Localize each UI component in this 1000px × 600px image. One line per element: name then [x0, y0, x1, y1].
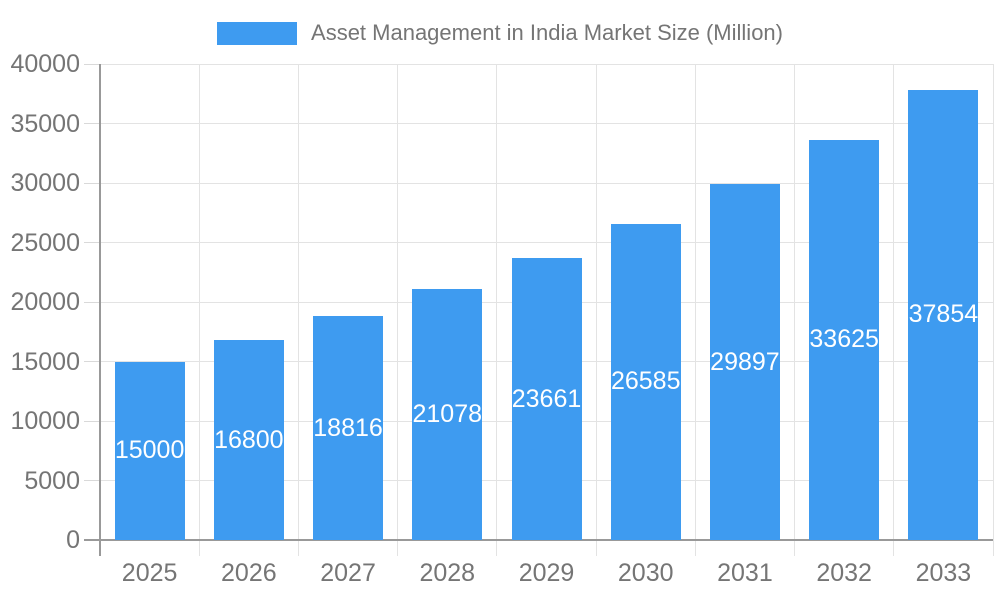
bar-value-label-2032: 33625 — [809, 325, 879, 354]
bar-value-label-2026: 16800 — [214, 425, 284, 454]
legend[interactable]: Asset Management in India Market Size (M… — [0, 20, 1000, 46]
y-axis-label-30000: 30000 — [10, 169, 80, 197]
y-tick-40000 — [84, 63, 100, 65]
bar-2033[interactable]: 37854 — [908, 89, 979, 540]
bar-value-label-2033: 37854 — [908, 300, 979, 329]
y-tick-30000 — [84, 182, 100, 184]
gridline-y-30000 — [100, 182, 993, 184]
x-axis-label-2030: 2030 — [617, 559, 674, 587]
bar-value-label-2025: 15000 — [114, 436, 185, 465]
bar-value-label-2031: 29897 — [710, 347, 780, 376]
gridline-y-25000 — [100, 242, 993, 243]
x-axis-label-2026: 2026 — [221, 559, 277, 587]
gridline-x-7 — [794, 64, 796, 556]
y-axis-label-20000: 20000 — [10, 288, 80, 316]
x-axis-label-2028: 2028 — [419, 559, 476, 587]
legend-swatch — [217, 21, 298, 45]
gridline-y-35000 — [100, 123, 993, 124]
y-axis-label-0: 0 — [66, 526, 80, 554]
gridline-x-9 — [992, 64, 994, 556]
bar-2026[interactable]: 16800 — [213, 340, 284, 540]
y-axis-line — [99, 64, 101, 556]
gridline-x-1 — [198, 64, 200, 556]
y-axis-label-40000: 40000 — [10, 50, 80, 78]
y-axis-label-15000: 15000 — [10, 347, 80, 376]
bar-value-label-2028: 21078 — [412, 400, 483, 429]
bar-2030[interactable]: 26585 — [610, 223, 681, 540]
legend-label: Asset Management in India Market Size (M… — [311, 20, 783, 45]
gridline-x-5 — [595, 64, 597, 556]
gridline-x-3 — [397, 64, 399, 556]
x-axis-label-2031: 2031 — [717, 559, 773, 587]
bar-2025[interactable]: 15000 — [114, 361, 185, 540]
gridline-x-8 — [893, 64, 895, 556]
bar-2032[interactable]: 33625 — [809, 139, 880, 540]
y-tick-20000 — [84, 301, 100, 303]
bar-2029[interactable]: 23661 — [511, 258, 582, 540]
bar-2027[interactable]: 18816 — [313, 316, 384, 540]
y-tick-15000 — [84, 361, 100, 362]
y-axis-label-25000: 25000 — [10, 228, 80, 257]
gridline-x-6 — [694, 64, 696, 556]
x-axis-label-2032: 2032 — [816, 559, 872, 587]
bar-value-label-2030: 26585 — [610, 367, 681, 396]
gridline-x-4 — [496, 64, 498, 556]
x-axis-label-2033: 2033 — [915, 559, 972, 587]
x-axis-label-2027: 2027 — [320, 559, 376, 587]
x-axis-label-2029: 2029 — [518, 559, 575, 587]
y-axis-label-10000: 10000 — [10, 407, 80, 435]
gridline-x-2 — [297, 64, 299, 556]
gridline-y-40000 — [100, 63, 993, 65]
y-axis-label-35000: 35000 — [10, 109, 80, 138]
bar-2031[interactable]: 29897 — [709, 184, 780, 540]
y-tick-25000 — [84, 242, 100, 243]
bar-value-label-2027: 18816 — [313, 413, 383, 442]
y-tick-35000 — [84, 123, 100, 124]
y-tick-10000 — [84, 420, 100, 422]
bar-value-label-2029: 23661 — [511, 384, 582, 413]
y-tick-5000 — [84, 480, 100, 481]
x-axis-label-2025: 2025 — [121, 559, 178, 587]
bar-2028[interactable]: 21078 — [412, 289, 483, 540]
y-axis-label-5000: 5000 — [24, 466, 80, 495]
x-axis-line — [84, 539, 993, 541]
